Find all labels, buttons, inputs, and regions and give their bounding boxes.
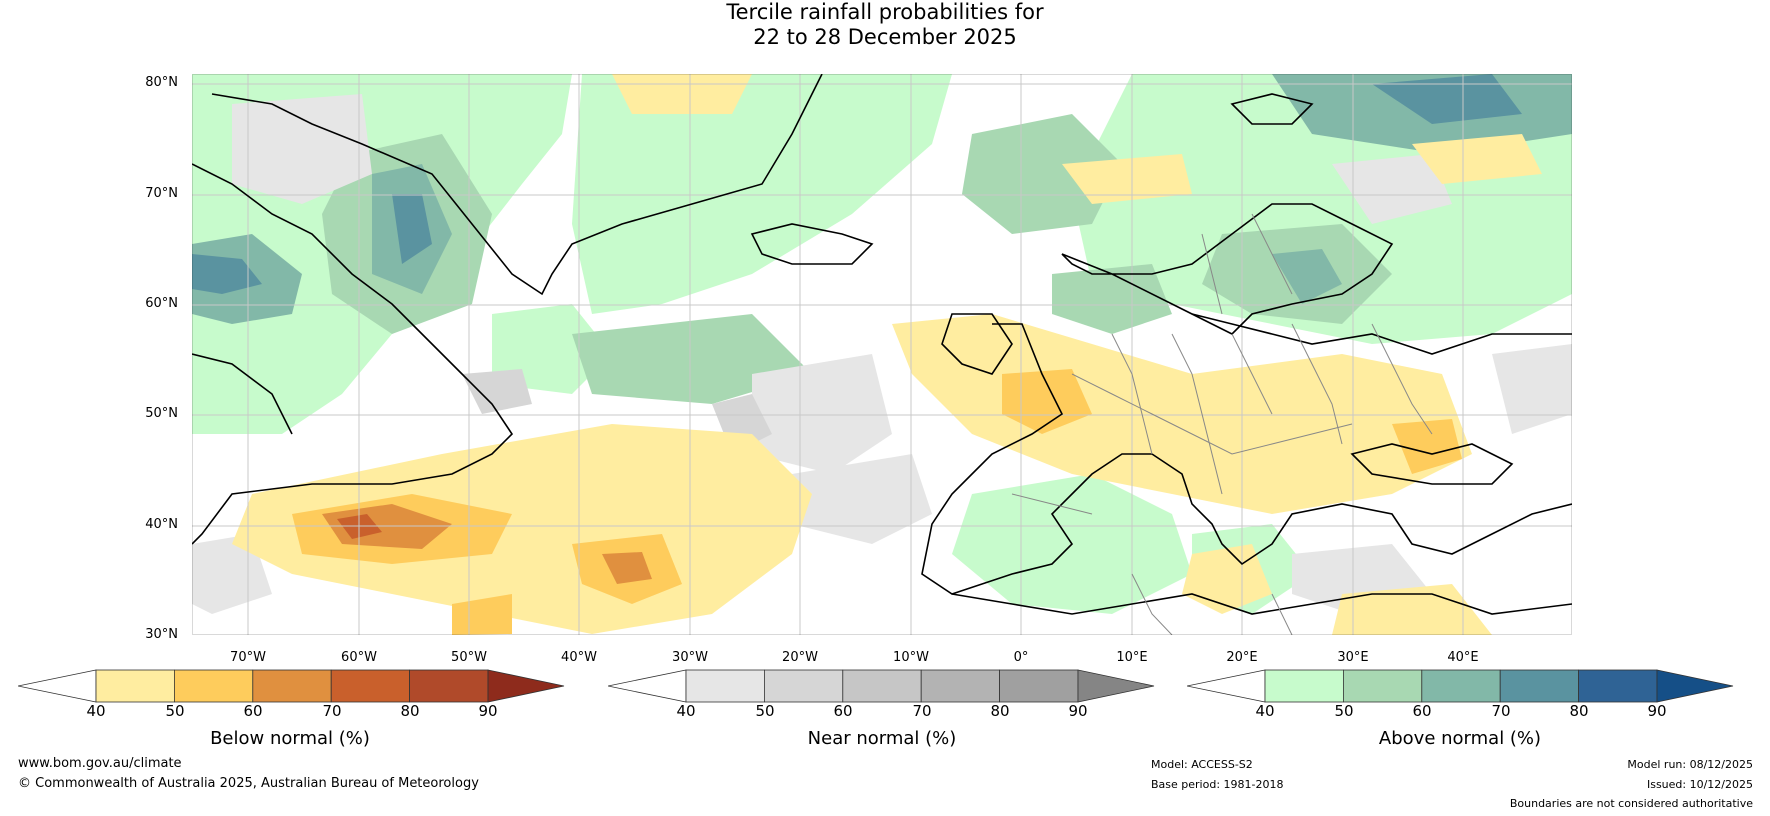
- near-tick-70: 70: [912, 702, 932, 720]
- title-line-2: 22 to 28 December 2025: [753, 25, 1017, 49]
- near-tick-80: 80: [990, 702, 1010, 720]
- lat-label-60: 60°N: [145, 296, 178, 311]
- colorbar-above-svg: [1186, 669, 1734, 703]
- near-colorbar-segment: [763, 669, 844, 703]
- model-name: Model: ACCESS-S2: [1151, 758, 1253, 771]
- copyright-text: © Commonwealth of Australia 2025, Austra…: [18, 776, 479, 791]
- lat-label-70: 70°N: [145, 186, 178, 201]
- near-colorbar-segment: [999, 669, 1079, 703]
- map-title: Tercile rainfall probabilities for 22 to…: [0, 0, 1770, 50]
- above-tick-40: 40: [1255, 702, 1275, 720]
- below-tick-70: 70: [322, 702, 342, 720]
- lat-label-40: 40°N: [145, 517, 178, 532]
- colorbar-near-normal: [607, 668, 1158, 704]
- lat-label-30: 30°N: [145, 627, 178, 642]
- lat-label-80: 80°N: [145, 75, 178, 90]
- issued-date: Issued: 10/12/2025: [1646, 778, 1753, 791]
- lon-label-10e: 10°E: [1116, 650, 1148, 665]
- country-borders: [1011, 213, 1433, 635]
- below-tick-50: 50: [165, 702, 185, 720]
- above-normal-label: Above normal (%): [1378, 728, 1542, 749]
- above-colorbar-segment: [1499, 669, 1580, 703]
- lat-label-50: 50°N: [145, 406, 178, 421]
- lon-label-40e: 40°E: [1447, 650, 1479, 665]
- near-colorbar-segment: [685, 669, 765, 703]
- lon-label-40w: 40°W: [561, 650, 597, 665]
- near-colorbar-min-extend: [607, 669, 687, 703]
- below-colorbar-segment: [409, 669, 489, 703]
- above-normal-areas: [192, 74, 1572, 619]
- above-colorbar-segment: [1578, 669, 1658, 703]
- lon-label-0: 0°: [1013, 650, 1029, 665]
- title-line-1: Tercile rainfall probabilities for: [726, 0, 1044, 24]
- below-colorbar-min-extend: [17, 669, 97, 703]
- colorbar-below-svg: [17, 669, 565, 703]
- near-normal-label: Near normal (%): [807, 728, 957, 749]
- website-link[interactable]: www.bom.gov.au/climate: [18, 756, 182, 771]
- above-tick-70: 70: [1491, 702, 1511, 720]
- base-period: Base period: 1981-2018: [1151, 778, 1284, 791]
- lon-label-20e: 20°E: [1226, 650, 1258, 665]
- above-tick-90: 90: [1647, 702, 1667, 720]
- above-colorbar-segment: [1264, 669, 1344, 703]
- lon-label-50w: 50°W: [451, 650, 487, 665]
- lon-label-10w: 10°W: [893, 650, 929, 665]
- lon-label-30e: 30°E: [1337, 650, 1369, 665]
- above-tick-80: 80: [1569, 702, 1589, 720]
- near-tick-90: 90: [1068, 702, 1088, 720]
- below-colorbar-segment: [173, 669, 254, 703]
- below-normal-areas: [232, 74, 1542, 635]
- above-colorbar-max-extend: [1656, 669, 1734, 703]
- above-colorbar-min-extend: [1186, 669, 1266, 703]
- lon-label-70w: 70°W: [230, 650, 266, 665]
- below-colorbar-segment: [252, 669, 332, 703]
- colorbar-near-svg: [607, 669, 1155, 703]
- lon-label-60w: 60°W: [341, 650, 377, 665]
- below-colorbar-max-extend: [487, 669, 565, 703]
- near-colorbar-max-extend: [1077, 669, 1155, 703]
- below-normal-label: Below normal (%): [210, 728, 370, 749]
- near-tick-40: 40: [676, 702, 696, 720]
- below-tick-60: 60: [243, 702, 263, 720]
- above-tick-60: 60: [1412, 702, 1432, 720]
- near-colorbar-segment: [842, 669, 922, 703]
- below-tick-40: 40: [86, 702, 106, 720]
- above-tick-50: 50: [1334, 702, 1354, 720]
- above-colorbar-segment: [1421, 669, 1501, 703]
- above-colorbar-segment: [1342, 669, 1423, 703]
- boundary-disclaimer: Boundaries are not considered authoritat…: [1509, 797, 1753, 810]
- below-tick-80: 80: [400, 702, 420, 720]
- coastlines: [192, 74, 1572, 615]
- colorbar-above-normal: [1186, 668, 1737, 704]
- model-run-date: Model run: 08/12/2025: [1627, 758, 1753, 771]
- near-colorbar-segment: [920, 669, 1001, 703]
- probability-map: [192, 74, 1572, 635]
- colorbar-below-normal: [17, 668, 568, 704]
- below-colorbar-segment: [330, 669, 411, 703]
- lon-label-20w: 20°W: [782, 650, 818, 665]
- map-canvas: [192, 74, 1572, 635]
- below-tick-90: 90: [478, 702, 498, 720]
- lon-label-30w: 30°W: [672, 650, 708, 665]
- near-tick-60: 60: [833, 702, 853, 720]
- below-colorbar-segment: [95, 669, 175, 703]
- near-tick-50: 50: [755, 702, 775, 720]
